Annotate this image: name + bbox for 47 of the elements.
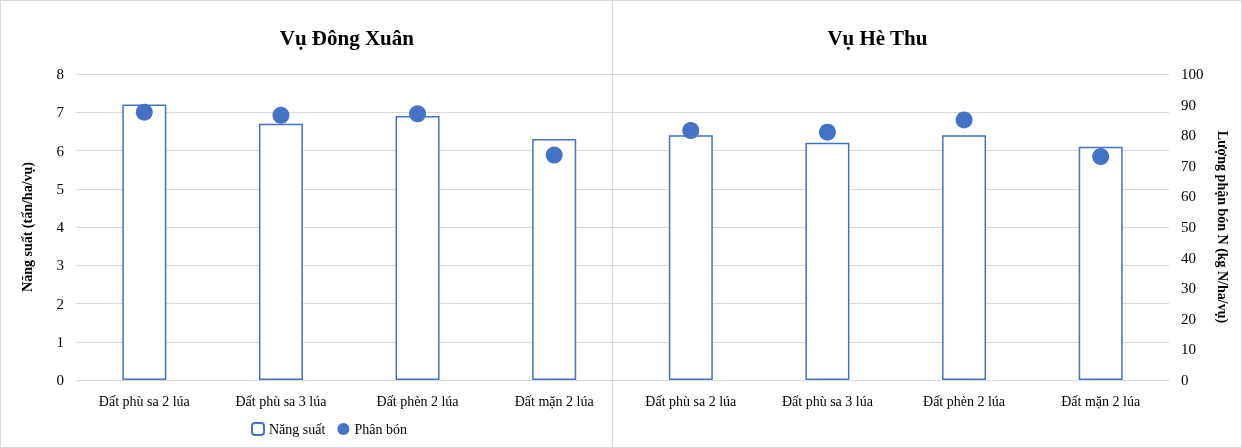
bar <box>805 142 850 380</box>
y2-tick-label: 60 <box>1181 188 1196 205</box>
legend-label: Phân bón <box>354 421 407 437</box>
y-tick-label: 7 <box>56 104 65 121</box>
y2-tick-label: 90 <box>1181 96 1196 113</box>
point <box>409 105 427 123</box>
x-tick-label: Đất phù sa 3 lúa <box>235 393 328 409</box>
point <box>682 122 700 140</box>
legend-label: Năng suất <box>269 421 326 437</box>
point <box>545 146 563 164</box>
y-tick-label: 3 <box>56 257 64 274</box>
bar <box>122 104 167 380</box>
y2-tick-label: 40 <box>1181 249 1196 266</box>
y-tick-label: 2 <box>56 295 64 312</box>
y-tick-label: 1 <box>56 333 64 350</box>
y2-tick-label: 100 <box>1181 66 1204 82</box>
y2-tick-label: 10 <box>1181 341 1196 358</box>
x-tick-label: Đất mặn 2 lúa <box>514 393 595 409</box>
y2-axis-title: Lượng phận bón N (kg N/ha/vụ) <box>1213 130 1230 324</box>
y2-tick-label: 0 <box>1181 372 1189 388</box>
bar <box>532 139 577 380</box>
text: Vụ Hè Thu <box>827 25 928 50</box>
text: Vụ Đông Xuân <box>279 25 415 50</box>
y-axis-title: Năng suất (tấn/ha/vụ) <box>19 161 36 292</box>
point <box>272 106 290 124</box>
point <box>1092 148 1110 166</box>
x-tick-label: Đất phù sa 2 lúa <box>645 393 738 409</box>
y2-tick-label: 20 <box>1181 310 1196 327</box>
x-tick-label: Đất mặn 2 lúa <box>1061 393 1141 409</box>
y2-tick-label: 80 <box>1181 127 1196 144</box>
x-tick-label: Đất phèn 2 lúa <box>376 393 460 409</box>
y-tick-label: 0 <box>56 372 64 388</box>
y2-tick-label: 70 <box>1181 157 1196 174</box>
point <box>955 111 973 129</box>
point <box>818 123 836 141</box>
bar <box>1078 146 1123 380</box>
y-tick-label: 4 <box>56 219 65 235</box>
y-tick-label: 6 <box>56 142 65 159</box>
bar <box>942 135 987 380</box>
x-tick-label: Đất phù sa 2 lúa <box>98 393 191 409</box>
y-tick-label: 5 <box>56 180 64 197</box>
x-tick-label: Đất phèn 2 lúa <box>923 393 1006 409</box>
y2-tick-label: 50 <box>1181 219 1196 235</box>
y-tick-label: 8 <box>56 66 64 82</box>
point <box>135 103 153 121</box>
x-tick-label: Đất phù sa 3 lúa <box>781 393 874 409</box>
y2-tick-label: 30 <box>1181 280 1196 297</box>
